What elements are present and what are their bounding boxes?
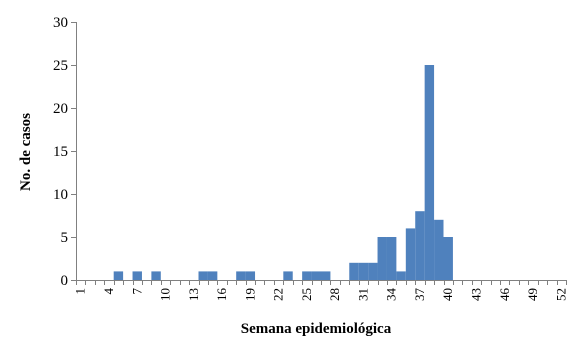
bar-week-36 xyxy=(405,228,416,280)
x-tick-label: 40 xyxy=(440,288,455,301)
x-tick-label: 19 xyxy=(242,288,257,301)
x-tick-label: 13 xyxy=(186,288,201,301)
x-tick-label: 49 xyxy=(525,288,540,301)
bar-week-26 xyxy=(311,271,321,280)
x-tick-label: 52 xyxy=(553,288,568,301)
bars-group xyxy=(113,65,453,280)
x-tick-label: 25 xyxy=(299,288,314,301)
bar-week-34 xyxy=(386,237,397,280)
bar-week-19 xyxy=(245,271,256,280)
x-tick-label: 28 xyxy=(327,288,342,301)
axes-group xyxy=(71,22,567,285)
bar-week-39 xyxy=(434,219,444,280)
bar-week-27 xyxy=(321,271,331,280)
y-tick-label: 20 xyxy=(53,101,68,117)
bar-week-14 xyxy=(198,271,208,280)
y-tick-label: 10 xyxy=(53,187,68,203)
bar-week-7 xyxy=(132,271,142,280)
x-tick-label: 46 xyxy=(497,288,512,302)
bar-week-30 xyxy=(349,262,359,280)
bar-week-38 xyxy=(424,65,435,280)
x-tick-label: 43 xyxy=(468,288,483,301)
y-tick-label: 30 xyxy=(53,15,68,31)
x-tick-label: 7 xyxy=(129,288,144,295)
x-tick-label: 34 xyxy=(384,288,399,302)
x-tick-label: 16 xyxy=(214,288,229,302)
x-tick-label: 31 xyxy=(355,288,370,301)
y-tick-label: 15 xyxy=(53,144,68,160)
bar-week-32 xyxy=(368,262,378,280)
bar-week-25 xyxy=(302,271,312,280)
bar-week-23 xyxy=(283,271,293,280)
bar-week-35 xyxy=(396,271,406,280)
bar-week-18 xyxy=(236,271,246,280)
x-axis-label: Semana epidemiológica xyxy=(241,321,392,337)
bar-week-5 xyxy=(113,271,124,280)
x-tick-label: 22 xyxy=(271,288,286,301)
x-tick-label: 4 xyxy=(101,288,116,295)
x-tick-label: 10 xyxy=(158,288,173,301)
bar-week-33 xyxy=(377,237,387,280)
bar-week-37 xyxy=(415,211,425,280)
y-tick-label: 5 xyxy=(61,230,69,246)
y-axis-label: No. de casos xyxy=(18,113,34,191)
bar-week-9 xyxy=(151,271,161,280)
x-tick-label: 37 xyxy=(412,288,427,302)
y-tick-label: 25 xyxy=(53,58,68,74)
bar-week-31 xyxy=(358,262,369,280)
x-tick-labels: 1 4 7 10 13 16 19 22 25 28 31 34 37 40 43 46 49 52 xyxy=(73,288,569,302)
y-tick-labels: 0 5 10 15 20 25 30 xyxy=(53,15,68,289)
bar-week-40 xyxy=(443,237,453,280)
bar-week-15 xyxy=(207,271,218,280)
x-tick-label: 1 xyxy=(73,288,88,295)
y-tick-label: 0 xyxy=(61,273,69,289)
